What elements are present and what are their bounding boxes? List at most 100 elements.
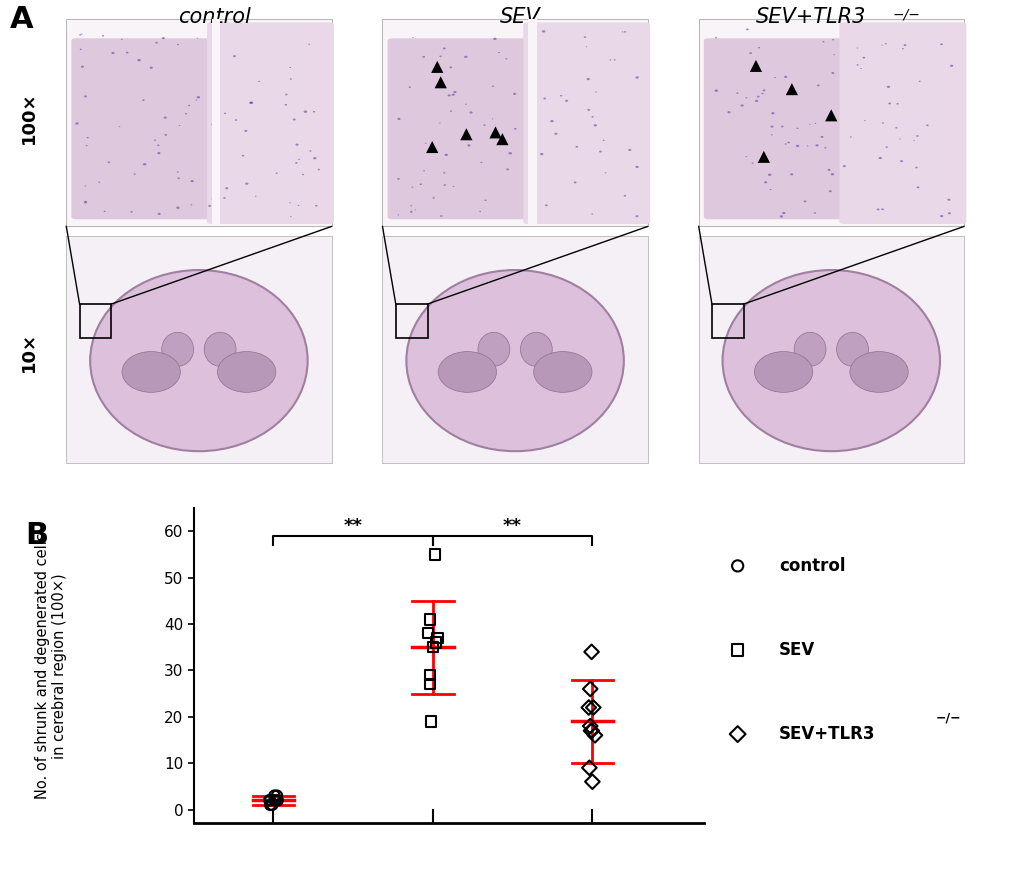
Ellipse shape: [760, 93, 763, 95]
Ellipse shape: [829, 173, 834, 175]
Ellipse shape: [157, 145, 159, 146]
Ellipse shape: [84, 201, 88, 203]
Ellipse shape: [155, 42, 158, 44]
Ellipse shape: [480, 162, 482, 163]
Ellipse shape: [406, 270, 624, 451]
Polygon shape: [434, 76, 446, 88]
Text: 100×: 100×: [19, 92, 38, 145]
Ellipse shape: [901, 48, 903, 49]
Ellipse shape: [543, 97, 545, 100]
Ellipse shape: [767, 173, 770, 176]
Ellipse shape: [862, 57, 864, 59]
Ellipse shape: [397, 118, 400, 120]
Ellipse shape: [289, 67, 290, 68]
Ellipse shape: [410, 211, 413, 213]
Polygon shape: [426, 141, 438, 153]
Ellipse shape: [784, 144, 786, 145]
Ellipse shape: [947, 212, 950, 215]
Point: [267, 794, 283, 808]
Ellipse shape: [204, 332, 235, 366]
Ellipse shape: [443, 184, 445, 186]
Ellipse shape: [821, 41, 823, 43]
Ellipse shape: [232, 55, 235, 57]
Ellipse shape: [544, 204, 547, 206]
Ellipse shape: [623, 195, 626, 196]
Ellipse shape: [432, 197, 434, 199]
Polygon shape: [757, 151, 769, 163]
Polygon shape: [489, 126, 501, 138]
Ellipse shape: [598, 151, 601, 152]
Ellipse shape: [947, 199, 950, 201]
Ellipse shape: [242, 155, 244, 157]
Ellipse shape: [751, 162, 753, 164]
Polygon shape: [496, 133, 508, 145]
Point: [582, 719, 598, 733]
Point: [269, 794, 285, 808]
Ellipse shape: [250, 102, 253, 104]
Ellipse shape: [903, 44, 906, 46]
Ellipse shape: [784, 76, 787, 78]
Ellipse shape: [289, 216, 291, 217]
Ellipse shape: [465, 103, 467, 105]
Ellipse shape: [721, 270, 940, 451]
Ellipse shape: [762, 89, 765, 91]
Ellipse shape: [875, 208, 878, 210]
Ellipse shape: [289, 78, 291, 80]
Ellipse shape: [211, 124, 214, 125]
Ellipse shape: [81, 66, 84, 67]
Ellipse shape: [98, 181, 100, 183]
Polygon shape: [460, 128, 472, 140]
Ellipse shape: [142, 99, 145, 101]
Ellipse shape: [940, 43, 942, 46]
Ellipse shape: [85, 186, 86, 187]
Ellipse shape: [520, 332, 551, 366]
Ellipse shape: [814, 145, 818, 146]
Point: [261, 794, 277, 808]
Ellipse shape: [75, 123, 78, 124]
Point: [584, 774, 600, 788]
Ellipse shape: [745, 156, 746, 157]
Point: [421, 668, 437, 682]
Ellipse shape: [315, 205, 317, 207]
FancyBboxPatch shape: [839, 23, 965, 224]
Ellipse shape: [275, 173, 277, 174]
Ellipse shape: [514, 128, 516, 130]
Ellipse shape: [896, 103, 898, 104]
Bar: [698, 19, 963, 227]
Ellipse shape: [813, 212, 815, 214]
Ellipse shape: [856, 64, 858, 66]
Ellipse shape: [313, 111, 315, 112]
Ellipse shape: [745, 28, 748, 31]
Ellipse shape: [591, 214, 593, 215]
Point: [582, 682, 598, 696]
Point: [582, 724, 598, 738]
Ellipse shape: [176, 207, 179, 208]
FancyBboxPatch shape: [207, 23, 333, 224]
Ellipse shape: [884, 43, 886, 45]
Text: control: control: [779, 557, 845, 575]
Text: −/−: −/−: [892, 7, 919, 21]
Ellipse shape: [796, 128, 798, 129]
Ellipse shape: [162, 332, 194, 366]
Ellipse shape: [288, 202, 290, 203]
Text: 10×: 10×: [19, 332, 38, 371]
Ellipse shape: [111, 52, 114, 54]
Ellipse shape: [833, 54, 835, 55]
Ellipse shape: [484, 200, 486, 201]
Ellipse shape: [79, 48, 82, 50]
Ellipse shape: [491, 86, 493, 87]
Ellipse shape: [451, 94, 454, 95]
FancyBboxPatch shape: [703, 39, 872, 219]
Ellipse shape: [107, 161, 110, 163]
Ellipse shape: [553, 133, 557, 135]
Ellipse shape: [602, 139, 604, 141]
Point: [425, 640, 441, 654]
Ellipse shape: [763, 181, 766, 183]
Ellipse shape: [439, 55, 441, 57]
Bar: [711, 304, 743, 338]
Point: [427, 636, 443, 650]
Ellipse shape: [842, 165, 845, 167]
Ellipse shape: [593, 124, 596, 126]
Ellipse shape: [211, 198, 214, 200]
Ellipse shape: [449, 110, 451, 112]
